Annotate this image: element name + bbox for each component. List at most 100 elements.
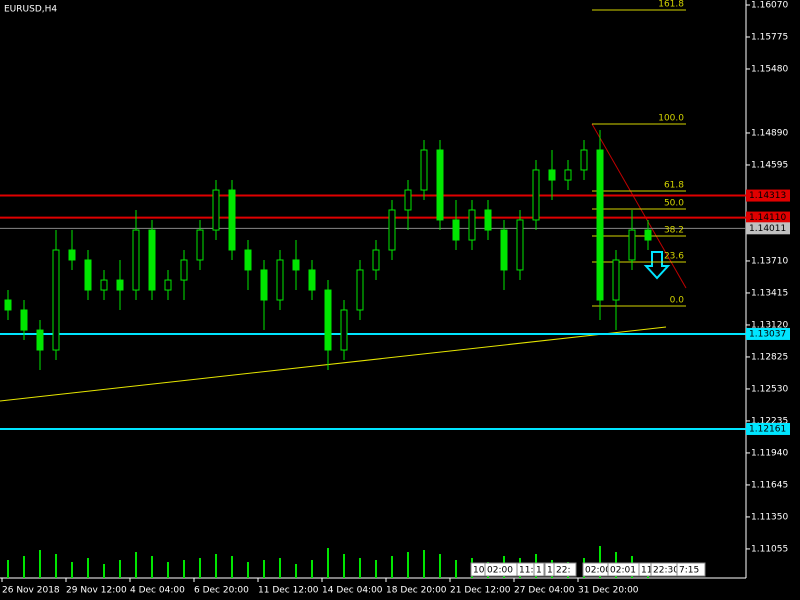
y-tick-label: 1.11645 <box>751 480 788 490</box>
volume-bar <box>311 560 313 578</box>
price-level-badge <box>746 327 790 340</box>
volume-bar <box>183 560 185 578</box>
candle-body <box>244 249 252 271</box>
candle-body <box>212 189 220 231</box>
volume-bar <box>39 550 41 578</box>
x-tick-label: 6 Dec 20:00 <box>194 586 249 596</box>
volume-bar <box>279 558 281 578</box>
separator-label: 11 <box>641 566 652 576</box>
volume-bar <box>215 554 217 578</box>
y-tick-label: 1.13120 <box>751 320 788 330</box>
volume-bar <box>151 556 153 578</box>
y-tick-label: 1.14595 <box>751 160 788 170</box>
volume-bar <box>439 554 441 578</box>
candle-body <box>180 259 188 281</box>
candle-body <box>340 309 348 351</box>
volume-bar <box>599 546 601 578</box>
volume-bar <box>423 550 425 578</box>
y-tick-label: 1.11940 <box>751 448 788 458</box>
candle-body <box>516 219 524 271</box>
candle-body <box>132 229 140 291</box>
y-tick-label: 1.11055 <box>751 544 788 554</box>
separator-tag <box>553 562 577 577</box>
candle-body <box>100 279 108 291</box>
candle-body <box>468 209 476 241</box>
candle-body <box>532 169 540 221</box>
y-tick-label: 1.14890 <box>751 128 788 138</box>
volume-bar <box>231 556 233 578</box>
separator-label: 22: <box>556 566 570 576</box>
current-price-label: 1.14011 <box>749 224 786 234</box>
candle-body <box>372 249 380 271</box>
volume-bar <box>327 548 329 578</box>
candle-body <box>4 299 12 311</box>
fib-label: 50.0 <box>664 199 684 209</box>
candle-body <box>564 169 572 181</box>
chart-title: EURUSD,H4 <box>4 5 57 15</box>
x-tick-label: 4 Dec 04:00 <box>130 586 185 596</box>
price-level-label: 1.14313 <box>749 191 786 201</box>
y-tick-label: 1.11350 <box>751 512 788 522</box>
candle-body <box>644 229 652 241</box>
separator-label: 7:15 <box>679 566 699 576</box>
price-level-label: 1.13037 <box>749 329 786 339</box>
y-tick-label: 1.13415 <box>751 288 788 298</box>
volume-bar <box>407 552 409 578</box>
x-tick-label: 21 Dec 12:00 <box>450 586 511 596</box>
x-tick-label: 14 Dec 04:00 <box>322 586 383 596</box>
price-level-label: 1.12161 <box>749 424 786 434</box>
candle-body <box>164 279 172 291</box>
candle-body <box>436 149 444 221</box>
candle-body <box>196 229 204 261</box>
candle-body <box>292 259 300 271</box>
candle-body <box>500 229 508 271</box>
separator-label: 02:00 <box>487 566 513 576</box>
current-price-badge <box>746 222 790 235</box>
y-tick-label: 1.12530 <box>751 384 788 394</box>
fib-label: 100.0 <box>658 113 684 123</box>
y-tick-label: 1.16070 <box>751 0 788 10</box>
candle-body <box>148 229 156 291</box>
separator-label: 1 <box>536 566 542 576</box>
volume-bar <box>455 560 457 578</box>
candle-body <box>420 149 428 191</box>
candle-body <box>388 209 396 251</box>
x-tick-label: 18 Dec 20:00 <box>386 586 447 596</box>
fib-label: 23.6 <box>664 252 684 262</box>
y-tick-label: 1.15480 <box>751 64 788 74</box>
fib-label: 161.8 <box>658 0 684 9</box>
volume-bar <box>247 562 249 578</box>
volume-bar <box>55 554 57 578</box>
volume-bar <box>167 562 169 578</box>
volume-bar <box>343 554 345 578</box>
price-level-badge <box>746 211 790 224</box>
candle-body <box>20 309 28 331</box>
price-level-badge <box>746 422 790 435</box>
candle-body <box>260 269 268 301</box>
y-tick-label: 1.12825 <box>751 352 788 362</box>
fib-label: 0.0 <box>670 295 685 305</box>
x-tick-label: 27 Dec 04:00 <box>514 586 575 596</box>
volume-bar <box>23 556 25 578</box>
candle-body <box>628 229 636 261</box>
volume-bar <box>295 564 297 578</box>
candle-body <box>356 269 364 311</box>
y-tick-label: 1.12235 <box>751 416 788 426</box>
volume-bar <box>71 562 73 578</box>
candle-body <box>84 259 92 291</box>
candle-body <box>36 329 44 351</box>
candle-body <box>612 259 620 301</box>
sell-arrow <box>643 251 671 280</box>
candle-body <box>452 219 460 241</box>
trendline <box>591 123 687 289</box>
candle-body <box>116 279 124 291</box>
separator-label: 11:0 <box>519 566 539 576</box>
candle-body <box>68 249 76 261</box>
volume-bar <box>103 564 105 578</box>
x-tick-label: 11 Dec 12:00 <box>258 586 319 596</box>
separator-label: 1 <box>547 566 553 576</box>
price-level-badge <box>746 189 790 202</box>
x-tick-label: 31 Dec 20:00 <box>578 586 639 596</box>
